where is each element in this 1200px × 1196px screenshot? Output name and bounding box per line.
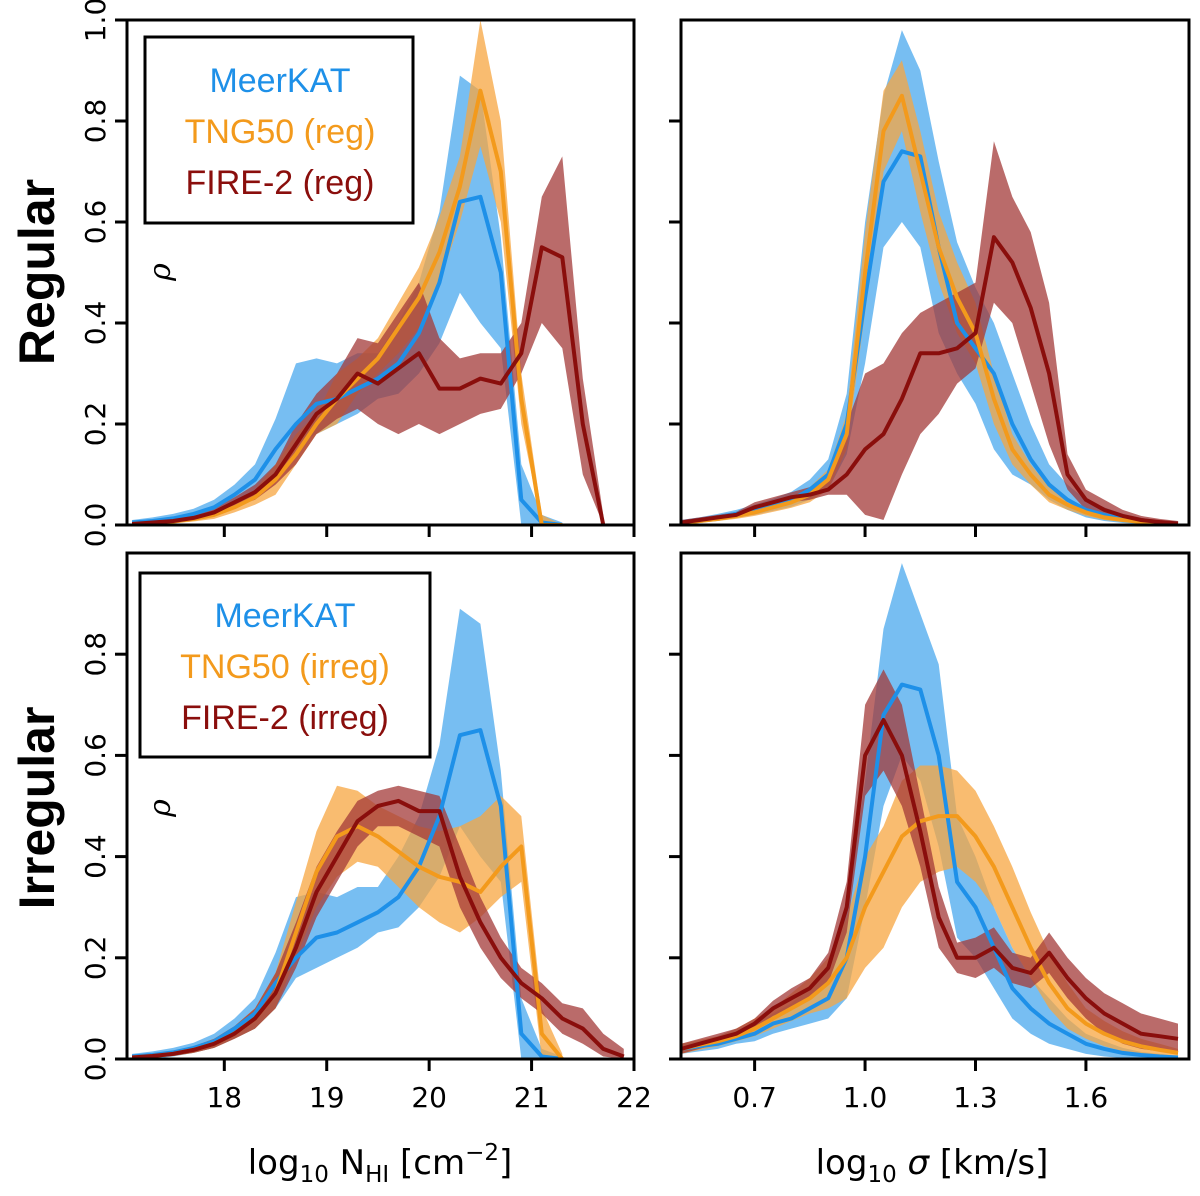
line-fire-2-reg- [131,245,606,525]
band-meerkat [132,608,563,1059]
axes-frame [125,551,636,1061]
y-tick-label: 1.0 [79,0,112,42]
y-tick-label: 0.6 [79,200,112,245]
axes-frame [679,551,1191,1061]
axes-frame [125,18,636,527]
y-tick-label: 0.8 [79,99,112,144]
plot-area [131,20,606,525]
x-tick-label: 1.3 [953,1081,998,1114]
band-fire-2-reg- [681,141,1178,525]
panel-bottom-right: 0.7 1.0 1.3 1.6 [669,551,1191,1114]
band-fire-2-reg- [132,156,604,525]
y-axis-label-top: ρ [143,263,178,282]
y-tick-label: 0.2 [79,402,112,447]
panel-top-left: 0.0 0.2 0.4 0.6 0.8 1.0 [79,0,636,548]
row-label-regular: Regular [9,179,65,365]
line-meerkat [131,194,563,525]
band-fire-2-irreg- [132,785,624,1059]
line-tng50-reg- [681,93,1179,525]
x-tick-label: 20 [411,1081,447,1114]
line-meerkat [131,728,563,1059]
panel-top-right [669,18,1191,537]
legend-entry-tng50: TNG50 (irreg) [180,648,390,686]
band-meerkat [681,30,1178,525]
y-tick-label: 0.0 [79,1037,112,1082]
plot-area [681,30,1179,525]
line-tng50-irreg- [681,814,1179,1055]
x-axis-label-nhi: log10 NHI [cm−2] [248,1140,513,1188]
line-fire-2-irreg- [681,718,1179,1051]
panel-bottom-left: 18 19 20 21 22 0.0 0.2 0.4 0.6 0.8 [79,551,652,1114]
plot-area [681,563,1179,1059]
legend-regular: MeerKAT TNG50 (reg) FIRE-2 (reg) [143,35,415,225]
legend-entry-meerkat: MeerKAT [209,62,350,100]
legend-box [143,35,415,225]
line-fire-2-irreg- [131,798,625,1059]
y-tick-label: 0.4 [79,301,112,346]
y-tick-label: 0.8 [79,632,112,677]
row-label-irregular: Irregular [9,707,65,910]
legend-entry-fire2: FIRE-2 (reg) [186,164,375,202]
x-tick-label: 1.6 [1064,1081,1109,1114]
legend-entry-fire2: FIRE-2 (irreg) [181,699,389,737]
x-tick-label: 18 [206,1081,242,1114]
y-axis-label-bottom: ρ [143,799,178,818]
legend-entry-meerkat: MeerKAT [214,597,355,635]
x-tick-label: 0.7 [732,1081,777,1114]
y-tick-label: 0.6 [79,733,112,778]
axes-frame [679,18,1191,527]
x-axis-label-sigma: log10 σ [km/s] [816,1143,1049,1188]
y-tick-label: 0.0 [79,503,112,548]
x-tick-label: 19 [309,1081,345,1114]
y-tick-label: 0.4 [79,834,112,879]
x-tick-label: 21 [514,1081,550,1114]
legend-box [138,571,432,759]
x-tick-label: 1.0 [843,1081,888,1114]
x-tick-label: 22 [616,1081,652,1114]
y-tick-label: 0.2 [79,936,112,981]
legend-entry-tng50: TNG50 (reg) [185,113,376,151]
plot-area [131,608,625,1059]
line-fire-2-reg- [681,235,1179,525]
line-meerkat [681,682,1179,1059]
legend-irregular: MeerKAT TNG50 (irreg) FIRE-2 (irreg) [138,571,432,759]
